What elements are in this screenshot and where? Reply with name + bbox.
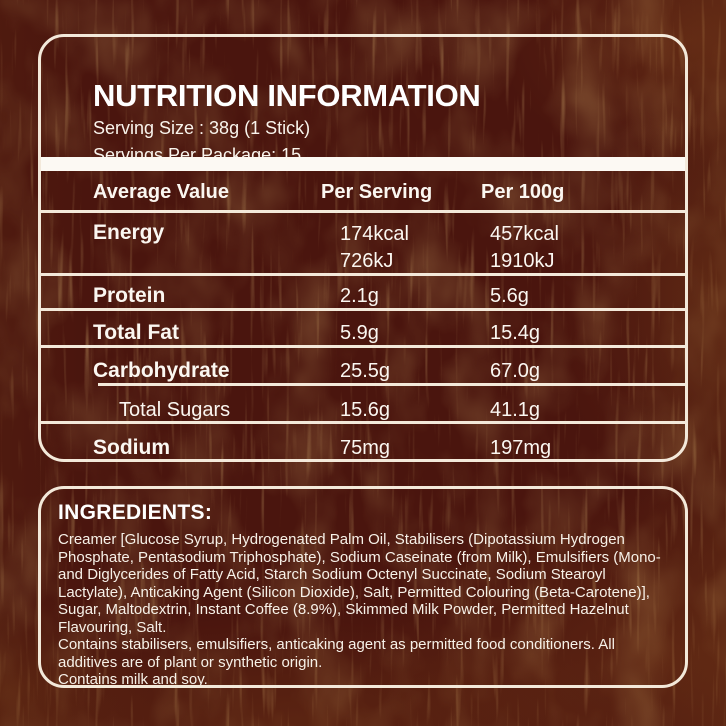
total-fat-per-serving: 5.9g [340, 322, 379, 344]
row-separator [41, 273, 685, 276]
energy-per-100g-kcal: 457kcal [490, 223, 559, 245]
panel-title: NUTRITION INFORMATION [93, 77, 481, 113]
row-label-total-sugars: Total Sugars [119, 399, 231, 421]
row-label-sodium: Sodium [93, 436, 170, 459]
row-separator [41, 421, 685, 424]
row-label-total-fat: Total Fat [93, 321, 179, 344]
energy-per-serving-kj: 726kJ [340, 250, 394, 272]
energy-per-100g-kj: 1910kJ [490, 250, 555, 272]
divider-bar [41, 157, 685, 171]
row-label-carbohydrate: Carbohydrate [93, 359, 230, 382]
total-fat-per-100g: 15.4g [490, 322, 541, 344]
row-separator [41, 210, 685, 213]
total-sugars-per-serving: 15.6g [340, 399, 391, 421]
protein-per-serving: 2.1g [340, 285, 379, 307]
total-sugars-per-100g: 41.1g [490, 399, 541, 421]
sodium-per-serving: 75mg [340, 437, 391, 459]
carbohydrate-per-100g: 67.0g [490, 360, 541, 382]
row-separator [41, 345, 685, 348]
ingredients-panel: INGREDIENTS: Creamer [Glucose Syrup, Hyd… [38, 486, 688, 688]
nutrition-panel: NUTRITION INFORMATION Serving Size : 38g… [38, 34, 688, 462]
column-header-per-100g: Per 100g [481, 181, 565, 203]
column-header-per-serving: Per Serving [321, 181, 433, 203]
food-conditioners-note: Contains stabilisers, emulsifiers, antic… [58, 636, 615, 671]
row-separator [41, 308, 685, 311]
ingredients-list-text: Creamer [Glucose Syrup, Hydrogenated Pal… [58, 531, 661, 636]
allergen-note: Contains milk and soy. [58, 671, 208, 688]
row-label-energy: Energy [93, 221, 165, 244]
sodium-per-100g: 197mg [490, 437, 552, 459]
ingredients-heading: INGREDIENTS: [58, 501, 213, 524]
protein-per-100g: 5.6g [490, 285, 529, 307]
energy-per-serving-kcal: 174kcal [340, 223, 409, 245]
column-header-average-value: Average Value [93, 181, 230, 203]
carbohydrate-per-serving: 25.5g [340, 360, 391, 382]
serving-size-text: Serving Size : 38g (1 Stick) [93, 118, 311, 138]
row-label-protein: Protein [93, 284, 166, 307]
row-separator-indented [98, 383, 685, 386]
